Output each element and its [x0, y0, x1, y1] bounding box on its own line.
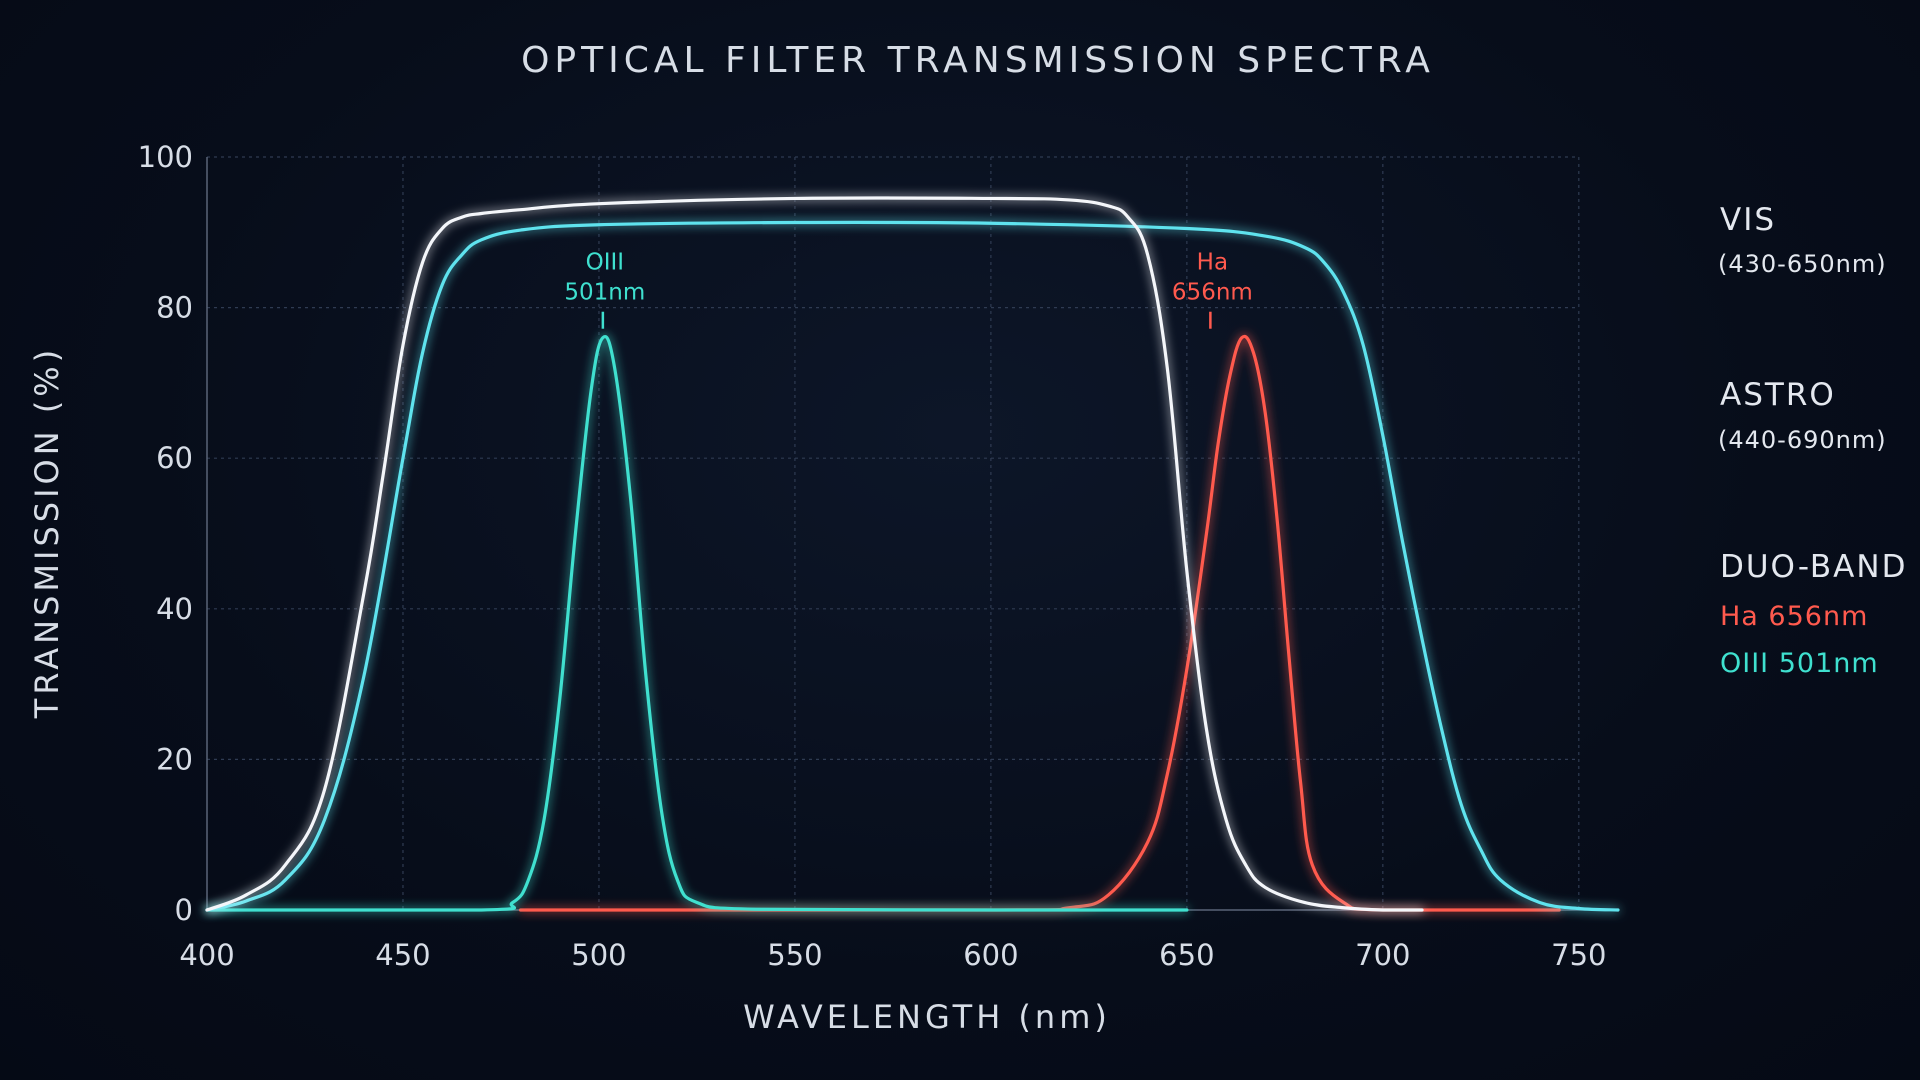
annotation-wavelength: 656nm	[1172, 280, 1253, 306]
y-tick-label: 100	[138, 140, 193, 174]
legend-item-vis: VIS (430-650nm)	[1625, 202, 1887, 278]
legend-label-astro: ASTRO	[1720, 377, 1836, 413]
legend-item-astro: ASTRO (440-690nm)	[1625, 377, 1887, 454]
y-tick-label: 40	[156, 592, 193, 626]
chart-title: OPTICAL FILTER TRANSMISSION SPECTRA	[521, 40, 1435, 81]
y-tick-label: 0	[175, 893, 193, 927]
peak-annotation: OIII 501nm	[564, 250, 645, 329]
x-tick-label: 400	[179, 938, 234, 972]
legend-sub-oiii: OIII 501nm	[1720, 648, 1879, 679]
annotation-label: Ha	[1197, 250, 1228, 276]
series-lines	[205, 196, 1620, 912]
x-tick-label: 750	[1551, 938, 1606, 972]
x-tick-label: 550	[767, 938, 822, 972]
peak-annotation: Ha 656nm	[1172, 250, 1253, 329]
y-axis-label: TRANSMISSION (%)	[28, 346, 66, 719]
legend-item-duo-band: DUO-BAND Ha 656nm OIII 501nm	[1625, 549, 1907, 679]
x-tick-label: 600	[963, 938, 1018, 972]
y-tick-label: 60	[156, 441, 193, 475]
legend-label-duo-band: DUO-BAND	[1720, 549, 1907, 585]
peak-annotations: OIII 501nm Ha 656nm	[564, 250, 1253, 329]
series-line-vis	[205, 196, 1424, 912]
legend-label-vis: VIS	[1720, 202, 1776, 238]
x-tick-label: 450	[375, 938, 430, 972]
legend-range-astro: (440-690nm)	[1718, 426, 1887, 454]
series-line-astro	[205, 220, 1620, 912]
legend-range-vis: (430-650nm)	[1718, 250, 1887, 278]
annotation-label: OIII	[586, 250, 624, 276]
x-axis-label: WAVELENGTH (nm)	[743, 998, 1111, 1036]
legend: VIS (430-650nm) ASTRO (440-690nm) DUO-BA…	[1625, 202, 1907, 679]
series-line-ha-656nm	[518, 334, 1561, 912]
x-tick-label: 500	[571, 938, 626, 972]
x-tick-label: 650	[1159, 938, 1214, 972]
annotation-wavelength: 501nm	[564, 280, 645, 306]
y-tick-label: 80	[156, 291, 193, 325]
series-line-oiii-501nm	[205, 335, 1189, 912]
legend-sub-ha: Ha 656nm	[1720, 601, 1868, 632]
grid	[207, 156, 1580, 910]
y-tick-label: 20	[156, 742, 193, 776]
axes: 0 20 40 60 80 100 400 450 500 550 600 650 700 750	[138, 140, 1618, 972]
x-tick-label: 700	[1355, 938, 1410, 972]
